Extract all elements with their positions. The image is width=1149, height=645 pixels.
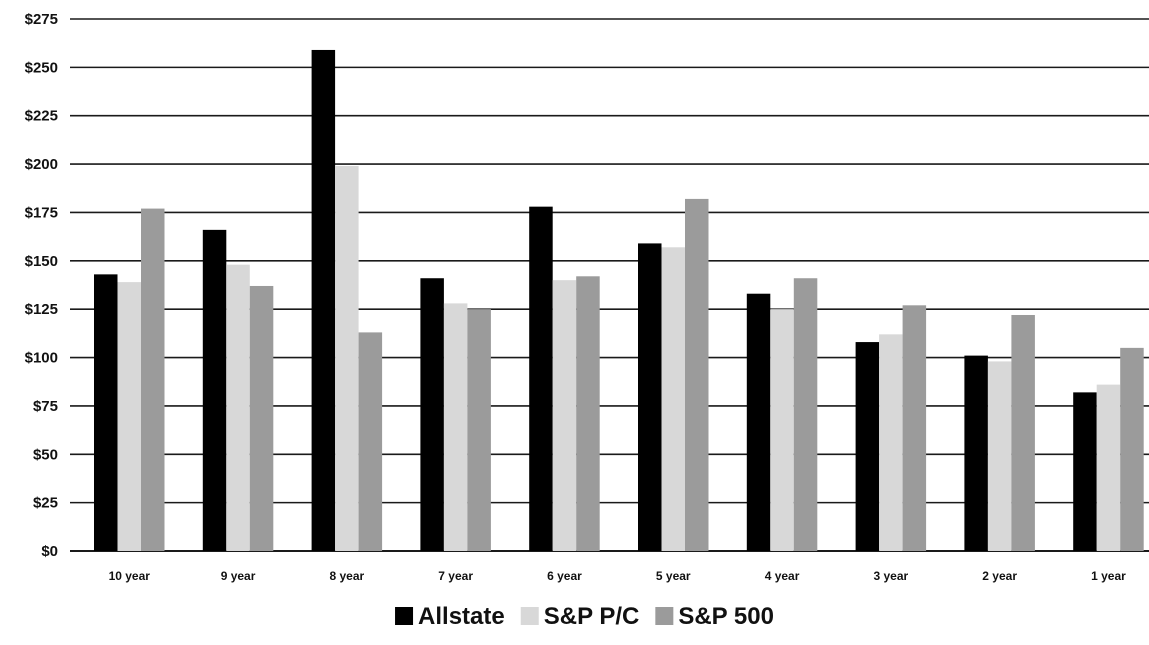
- legend-item: Allstate: [395, 603, 505, 630]
- bar-s-p-p-c-9-year: [226, 264, 250, 551]
- y-tick-label: $200: [25, 156, 58, 173]
- bar-s-p-p-c-7-year: [443, 303, 468, 551]
- legend-label: S&P P/C: [544, 603, 640, 630]
- bar-s-p-500-4-year: [793, 278, 818, 551]
- x-category-label: 4 year: [765, 569, 800, 583]
- y-tick-label: $100: [25, 350, 58, 367]
- y-tick-label: $175: [25, 204, 58, 221]
- legend: Allstate S&P P/C S&P 500: [395, 603, 774, 630]
- bar-allstate-6-year: [529, 206, 553, 551]
- bar-allstate-7-year: [420, 278, 444, 551]
- bar-s-p-p-c-3-year: [879, 334, 903, 551]
- bar-s-p-p-c-4-year: [770, 309, 794, 551]
- y-axis-tick-labels: $0 $25 $50 $75 $100 $125 $150 $175 $200 $225 $250 $…: [25, 11, 58, 560]
- bar-allstate-4-year: [746, 293, 771, 551]
- x-category-label: 1 year: [1091, 569, 1126, 583]
- bar-s-p-500-2-year: [1011, 314, 1035, 551]
- bar-s-p-p-c-1-year: [1096, 384, 1121, 551]
- legend-item: S&P 500: [655, 603, 774, 630]
- bar-allstate-3-year: [855, 342, 880, 551]
- legend-label: Allstate: [418, 603, 505, 630]
- x-category-label: 3 year: [873, 569, 908, 583]
- x-category-label: 10 year: [109, 569, 151, 583]
- y-tick-label: $125: [25, 301, 58, 318]
- bar-s-p-p-c-5-year: [661, 247, 685, 551]
- bar-s-p-500-10-year: [141, 208, 165, 551]
- bar-s-p-p-c-10-year: [117, 282, 141, 551]
- legend-label: S&P 500: [678, 603, 774, 630]
- x-category-label: 7 year: [438, 569, 473, 583]
- bar-s-p-500-5-year: [685, 198, 709, 551]
- bar-s-p-500-6-year: [576, 276, 600, 551]
- bar-s-p-500-8-year: [358, 332, 383, 551]
- bar-s-p-p-c-6-year: [552, 280, 577, 551]
- legend-item: S&P P/C: [520, 603, 640, 630]
- x-category-label: 5 year: [656, 569, 691, 583]
- y-tick-label: $150: [25, 253, 58, 270]
- bar-allstate-5-year: [638, 243, 662, 551]
- bar-allstate-9-year: [202, 229, 227, 551]
- legend-swatch: [520, 607, 539, 625]
- bar-s-p-500-7-year: [467, 309, 491, 551]
- bar-allstate-10-year: [94, 274, 118, 551]
- bar-allstate-2-year: [964, 355, 988, 551]
- bar-s-p-500-3-year: [902, 305, 927, 551]
- bar-s-p-p-c-2-year: [987, 361, 1012, 551]
- bars: [94, 49, 1144, 551]
- x-category-label: 2 year: [982, 569, 1017, 583]
- y-tick-label: $275: [25, 11, 58, 28]
- legend-swatch: [655, 607, 674, 625]
- bar-allstate-8-year: [311, 49, 336, 551]
- y-tick-label: $25: [33, 495, 58, 512]
- x-category-label: 6 year: [547, 569, 582, 583]
- y-tick-label: $0: [41, 543, 58, 560]
- legend-swatch: [395, 607, 414, 625]
- bar-s-p-500-9-year: [249, 285, 274, 551]
- bar-s-p-p-c-8-year: [335, 166, 359, 551]
- y-tick-label: $225: [25, 108, 58, 125]
- y-tick-label: $75: [33, 398, 58, 415]
- bar-allstate-1-year: [1073, 392, 1097, 551]
- x-axis-category-labels: 10 year 9 year 8 year 7 year 6 year 5 year 4 y…: [109, 569, 1127, 583]
- y-tick-label: $50: [33, 446, 58, 463]
- x-category-label: 8 year: [329, 569, 364, 583]
- x-category-label: 9 year: [221, 569, 256, 583]
- y-tick-label: $250: [25, 59, 58, 76]
- bar-s-p-500-1-year: [1120, 347, 1144, 551]
